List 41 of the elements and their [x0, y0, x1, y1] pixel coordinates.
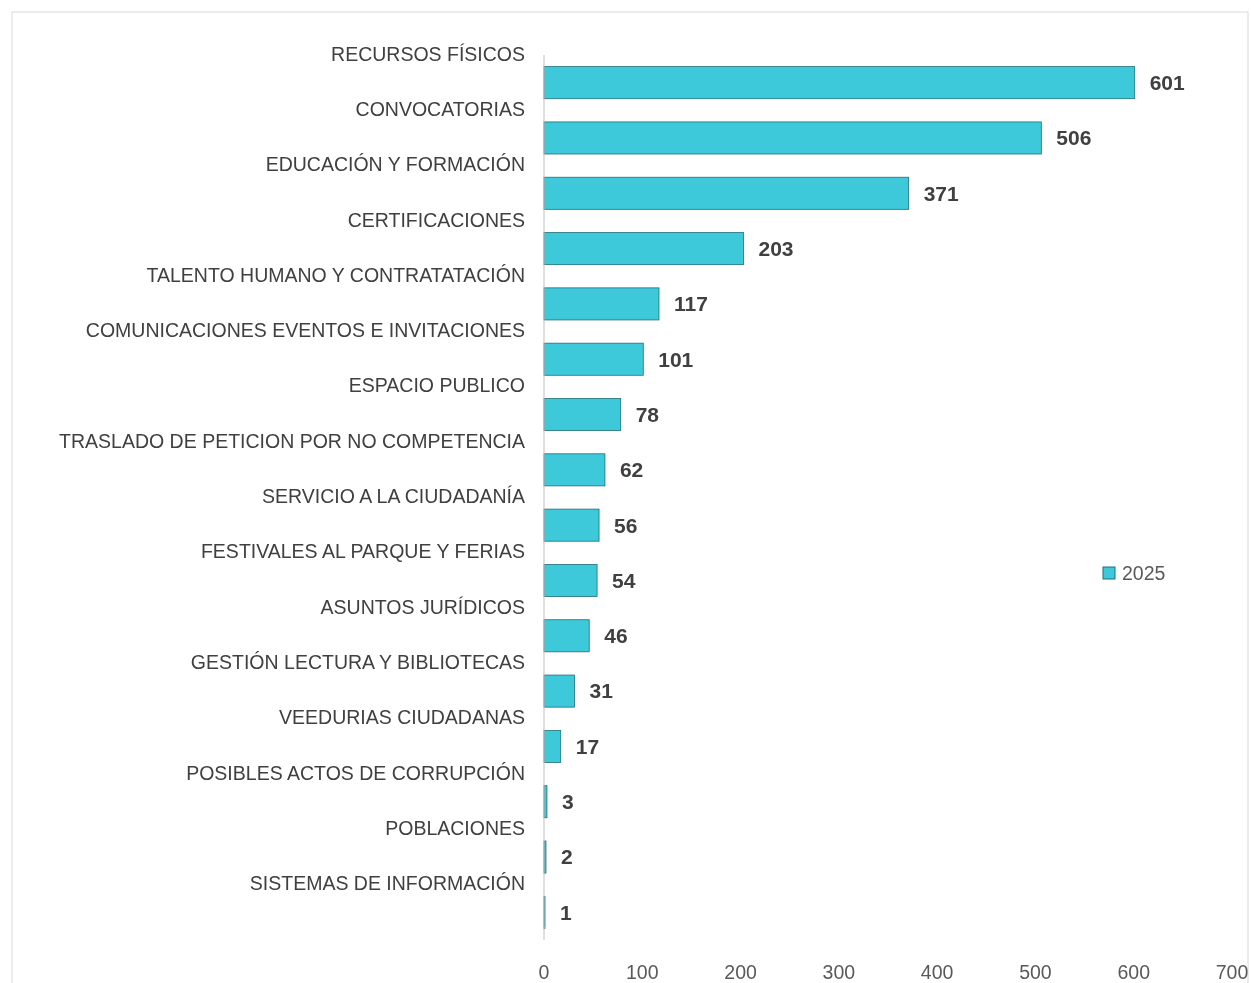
y-tick-label: TRASLADO DE PETICION POR NO COMPETENCIA — [59, 429, 525, 452]
y-tick-label: CONVOCATORIAS — [355, 97, 525, 120]
y-tick-label: POBLACIONES — [385, 816, 525, 839]
x-tick-label: 300 — [822, 960, 856, 983]
y-tick-label: SISTEMAS DE INFORMACIÓN — [249, 872, 525, 895]
y-tick-label: ASUNTOS JURÍDICOS — [320, 595, 525, 618]
x-tick-label: 700 — [1215, 960, 1249, 983]
y-tick-label: TALENTO HUMANO Y CONTRATATACIÓN — [146, 263, 525, 286]
y-tick-label: EDUCACIÓN Y FORMACIÓN — [265, 153, 525, 176]
x-tick-label: 100 — [626, 960, 659, 983]
data-label: 601 — [1149, 71, 1186, 95]
x-tick-label: 500 — [1019, 960, 1052, 983]
data-label: 371 — [923, 181, 959, 205]
data-label: 46 — [604, 624, 628, 648]
y-tick-label: RECURSOS FÍSICOS — [331, 42, 525, 65]
x-tick-label: 200 — [724, 960, 757, 983]
data-label: 31 — [589, 679, 614, 703]
y-tick-label: CERTIFICACIONES — [347, 208, 525, 231]
data-label: 3 — [561, 790, 574, 814]
legend-label: 2025 — [1122, 561, 1166, 584]
y-tick-label: POSIBLES ACTOS DE CORRUPCIÓN — [186, 761, 525, 784]
x-tick-label: 600 — [1117, 960, 1151, 983]
data-label: 78 — [635, 402, 660, 426]
x-tick-label: 0 — [538, 960, 550, 983]
y-tick-label: VEEDURIAS CIUDADANAS — [279, 706, 525, 729]
y-tick-label: SERVICIO A LA CIUDADANÍA — [262, 485, 525, 508]
data-label: 101 — [658, 347, 694, 371]
data-label: 56 — [614, 513, 638, 537]
y-tick-label: GESTIÓN LECTURA Y BIBLIOTECAS — [190, 651, 525, 674]
data-label: 54 — [612, 568, 636, 592]
data-label: 17 — [575, 734, 600, 758]
x-tick-label: 400 — [920, 960, 954, 983]
data-label: 2 — [560, 845, 573, 869]
y-tick-label: COMUNICACIONES EVENTOS E INVITACIONES — [85, 319, 525, 342]
data-label: 203 — [758, 236, 794, 260]
data-label: 62 — [619, 458, 644, 482]
data-label: 1 — [559, 900, 572, 924]
data-label: 117 — [673, 292, 708, 316]
y-tick-label: ESPACIO PUBLICO — [348, 374, 525, 397]
y-tick-label: FESTIVALES AL PARQUE Y FERIAS — [200, 540, 525, 563]
data-label: 506 — [1056, 126, 1092, 150]
